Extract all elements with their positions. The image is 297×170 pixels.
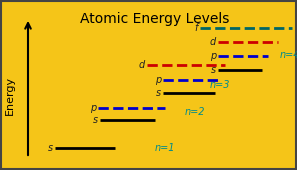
Text: n=4: n=4	[280, 50, 297, 60]
Text: d: d	[139, 60, 145, 70]
Text: s: s	[156, 88, 161, 98]
Text: s: s	[211, 65, 216, 75]
Text: n=2: n=2	[185, 107, 206, 117]
Text: n=3: n=3	[210, 80, 230, 90]
Text: p: p	[210, 51, 216, 61]
Text: n=1: n=1	[155, 143, 176, 153]
Text: f: f	[195, 23, 198, 33]
Text: Energy: Energy	[5, 75, 15, 115]
Text: Atomic Energy Levels: Atomic Energy Levels	[80, 12, 230, 26]
Text: d: d	[210, 37, 216, 47]
Text: p: p	[155, 75, 161, 85]
Text: p: p	[90, 103, 96, 113]
Text: s: s	[93, 115, 98, 125]
Text: s: s	[48, 143, 53, 153]
